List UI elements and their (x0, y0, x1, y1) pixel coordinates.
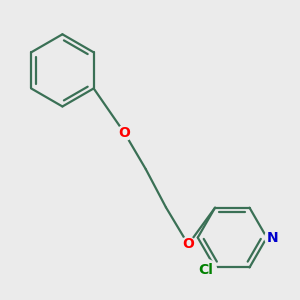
Text: O: O (118, 126, 130, 140)
Text: O: O (182, 238, 194, 251)
Circle shape (195, 260, 217, 281)
Circle shape (181, 237, 196, 252)
Circle shape (117, 126, 132, 140)
Text: Cl: Cl (199, 263, 213, 277)
Circle shape (265, 230, 280, 245)
Text: N: N (266, 231, 278, 244)
